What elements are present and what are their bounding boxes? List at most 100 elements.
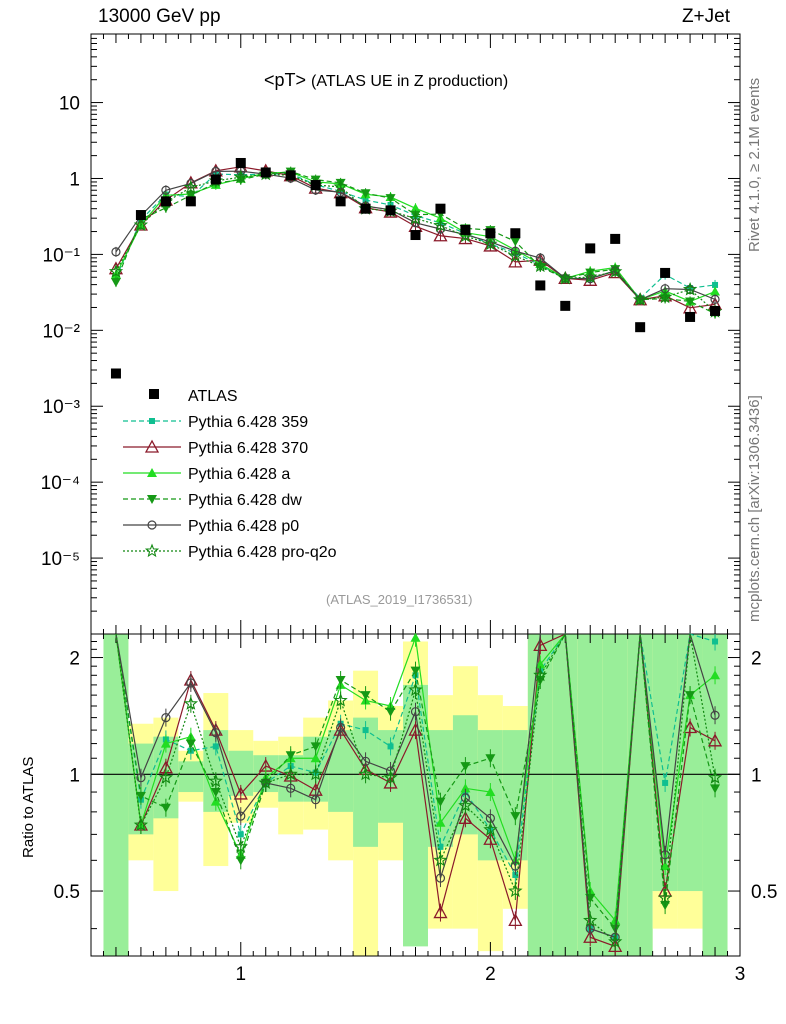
ratio-marker-pythia-6-428-pro-q2o: [183, 696, 199, 710]
ratio-marker-pythia-6-428-pro-q2o: [383, 770, 398, 784]
main-line-pythia-6-428-dw: [115, 170, 716, 315]
main-marker-pythia-6-428-dw: [385, 194, 396, 204]
data-point-atlas: [460, 224, 471, 235]
legend-marker-pythia-6-428-pro-q2o: [144, 543, 160, 558]
data-point-atlas: [185, 196, 196, 207]
ratio-marker-pythia-6-428-pro-q2o: [233, 839, 248, 853]
data-point-atlas: [385, 205, 396, 216]
ratio-band-green: [103, 634, 129, 956]
main-line-pythia-6-428-pro-q2o: [115, 173, 716, 313]
ratio-marker-pythia-6-428-dw: [185, 739, 196, 749]
ratio-marker-pythia-6-428-a: [435, 817, 446, 827]
data-point-atlas: [260, 167, 271, 178]
ratio-marker-pythia-6-428-dw: [360, 691, 371, 701]
main-marker-pythia-6-428-a: [710, 286, 721, 296]
main-marker-pythia-6-428-p0: [111, 247, 121, 257]
main-marker-pythia-6-428-dw: [360, 189, 371, 199]
main-marker-pythia-6-428-pro-q2o: [483, 236, 498, 251]
data-point-atlas: [235, 157, 246, 168]
ratio-marker-pythia-6-428-359: [387, 743, 394, 750]
legend-label-pythia-6-428-a: Pythia 6.428 a: [188, 466, 290, 483]
main-marker-pythia-6-428-pro-q2o: [558, 270, 573, 285]
main-marker-pythia-6-428-p0: [161, 185, 171, 195]
ratio-marker-pythia-6-428-pro-q2o: [408, 682, 423, 697]
plot-title-subtitle: (ATLAS UE in Z production): [311, 73, 509, 90]
data-point-atlas: [685, 311, 696, 322]
ratio-marker-pythia-6-428-pro-q2o: [533, 667, 548, 682]
ratio-y-axis-label: Ratio to ATLAS: [20, 756, 37, 858]
data-point-atlas: [335, 196, 346, 207]
ratio-y-tick-label: 2: [69, 649, 80, 670]
data-point-atlas: [635, 322, 646, 333]
ratio-marker-pythia-6-428-dw: [285, 751, 296, 761]
data-point-atlas: [485, 228, 496, 239]
ratio-marker-pythia-6-428-dw: [135, 791, 146, 801]
ratio-marker-pythia-6-428-pro-q2o: [508, 883, 523, 898]
ratio-marker-pythia-6-428-p0: [435, 873, 446, 883]
x-tick-label: 2: [485, 964, 496, 985]
main-marker-pythia-6-428-pro-q2o: [333, 179, 348, 193]
ratio-marker-pythia-6-428-p0: [186, 678, 196, 688]
legend-marker-pythia-6-428-a: [147, 468, 157, 477]
main-marker-pythia-6-428-pro-q2o: [183, 180, 199, 194]
ratio-marker-pythia-6-428-370: [707, 733, 723, 747]
ratio-marker-pythia-6-428-pro-q2o: [657, 890, 673, 905]
legend-marker-pythia-6-428-359: [149, 418, 155, 424]
data-point-atlas: [135, 210, 146, 221]
ratio-marker-pythia-6-428-370: [233, 786, 248, 800]
main-marker-pythia-6-428-370: [508, 254, 523, 268]
data-point-atlas: [210, 174, 221, 185]
ratio-marker-pythia-6-428-dw: [235, 856, 246, 866]
ratio-marker-pythia-6-428-p0: [286, 783, 296, 793]
main-plot-series: [108, 157, 723, 379]
main-plot-axes: 10 1 10⁻¹ 10⁻² 10⁻³ 10⁻⁴ 10⁻⁵: [41, 33, 741, 648]
legend-label-atlas: ATLAS: [188, 388, 238, 405]
main-y-tick-label: 10: [59, 94, 80, 115]
rivet-version-label: Rivet 4.1.0, ≥ 2.1M events: [746, 77, 763, 252]
ratio-marker-pythia-6-428-a: [710, 670, 721, 680]
ratio-marker-pythia-6-428-p0: [236, 811, 246, 821]
ratio-marker-pythia-6-428-p0: [211, 728, 221, 738]
legend-label-pythia-6-428-370: Pythia 6.428 370: [188, 440, 308, 457]
ratio-marker-pythia-6-428-a: [460, 783, 471, 793]
main-marker-pythia-6-428-pro-q2o: [133, 217, 149, 232]
data-point-atlas: [410, 230, 421, 241]
ratio-marker-pythia-6-428-p0: [136, 773, 146, 783]
ratio-marker-pythia-6-428-pro-q2o: [608, 934, 623, 948]
analysis-id: (ATLAS_2019_I1736531): [326, 592, 473, 607]
ratio-y-tick-label-right: 0.5: [751, 882, 777, 903]
ratio-marker-pythia-6-428-dw: [460, 762, 471, 772]
data-point-atlas: [160, 196, 171, 207]
process-label: Z+Jet: [681, 6, 730, 27]
main-marker-pythia-6-428-a: [410, 203, 421, 213]
ratio-marker-pythia-6-428-359: [237, 831, 244, 838]
ratio-marker-pythia-6-428-dw: [410, 666, 421, 676]
data-point-atlas: [110, 368, 121, 379]
ratio-band-green: [677, 634, 703, 892]
data-point-atlas: [510, 228, 521, 239]
x-tick-label: 1: [235, 964, 246, 985]
ratio-marker-pythia-6-428-pro-q2o: [583, 912, 598, 927]
main-marker-pythia-6-428-pro-q2o: [657, 289, 673, 304]
data-point-atlas: [585, 243, 596, 254]
data-point-atlas: [660, 267, 671, 278]
energy-label: 13000 GeV pp: [98, 6, 221, 27]
main-y-tick-label: 10⁻⁵: [41, 549, 80, 570]
ratio-marker-pythia-6-428-370: [483, 831, 498, 845]
ratio-y-tick-label-right: 1: [751, 765, 762, 786]
ratio-band-green: [552, 634, 578, 956]
ratio-marker-pythia-6-428-pro-q2o: [483, 822, 498, 836]
data-point-atlas: [610, 233, 621, 244]
main-marker-pythia-6-428-pro-q2o: [682, 282, 698, 296]
ratio-marker-pythia-6-428-a: [310, 753, 321, 763]
ratio-marker-pythia-6-428-pro-q2o: [158, 770, 174, 784]
ratio-marker-pythia-6-428-p0: [410, 707, 421, 717]
main-y-tick-label: 1: [69, 169, 80, 190]
ratio-y-tick-label: 0.5: [54, 882, 80, 903]
ratio-band-green: [328, 730, 354, 812]
ratio-plot-series: [115, 631, 723, 956]
main-marker-pythia-6-428-pro-q2o: [608, 264, 623, 278]
ratio-marker-pythia-6-428-p0: [311, 795, 321, 805]
main-marker-pythia-6-428-dw: [510, 237, 521, 247]
